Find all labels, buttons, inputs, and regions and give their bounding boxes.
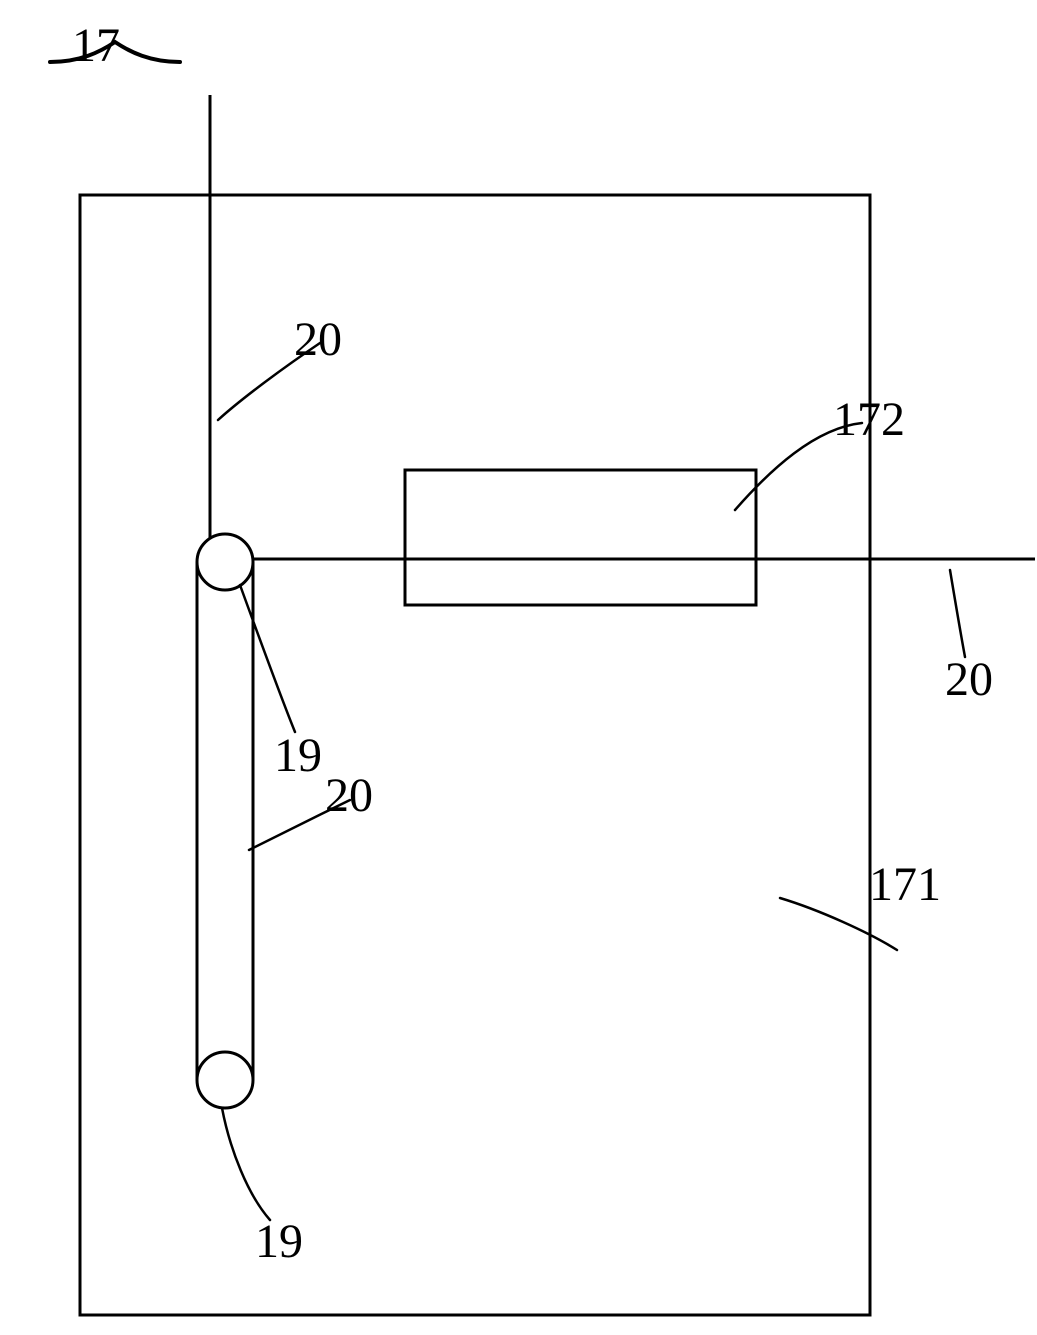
leader-l19b xyxy=(222,1108,270,1220)
label-l172: 172 xyxy=(833,392,905,447)
label-l20b: 20 xyxy=(945,652,993,707)
label-l17: 17 xyxy=(72,18,120,73)
label-l19a: 19 xyxy=(274,728,322,783)
label-l171: 171 xyxy=(869,857,941,912)
leader-l20b xyxy=(950,570,965,657)
diagram-canvas: 172017220192017119 xyxy=(0,0,1037,1335)
pulley-bottom xyxy=(197,1052,253,1108)
label-l20a: 20 xyxy=(294,312,342,367)
pulley-top xyxy=(197,534,253,590)
label-l19b: 19 xyxy=(255,1214,303,1269)
diagram-svg xyxy=(0,0,1037,1335)
label-l20c: 20 xyxy=(325,768,373,823)
leader-l19a xyxy=(240,585,295,732)
inner-rect xyxy=(405,470,756,605)
